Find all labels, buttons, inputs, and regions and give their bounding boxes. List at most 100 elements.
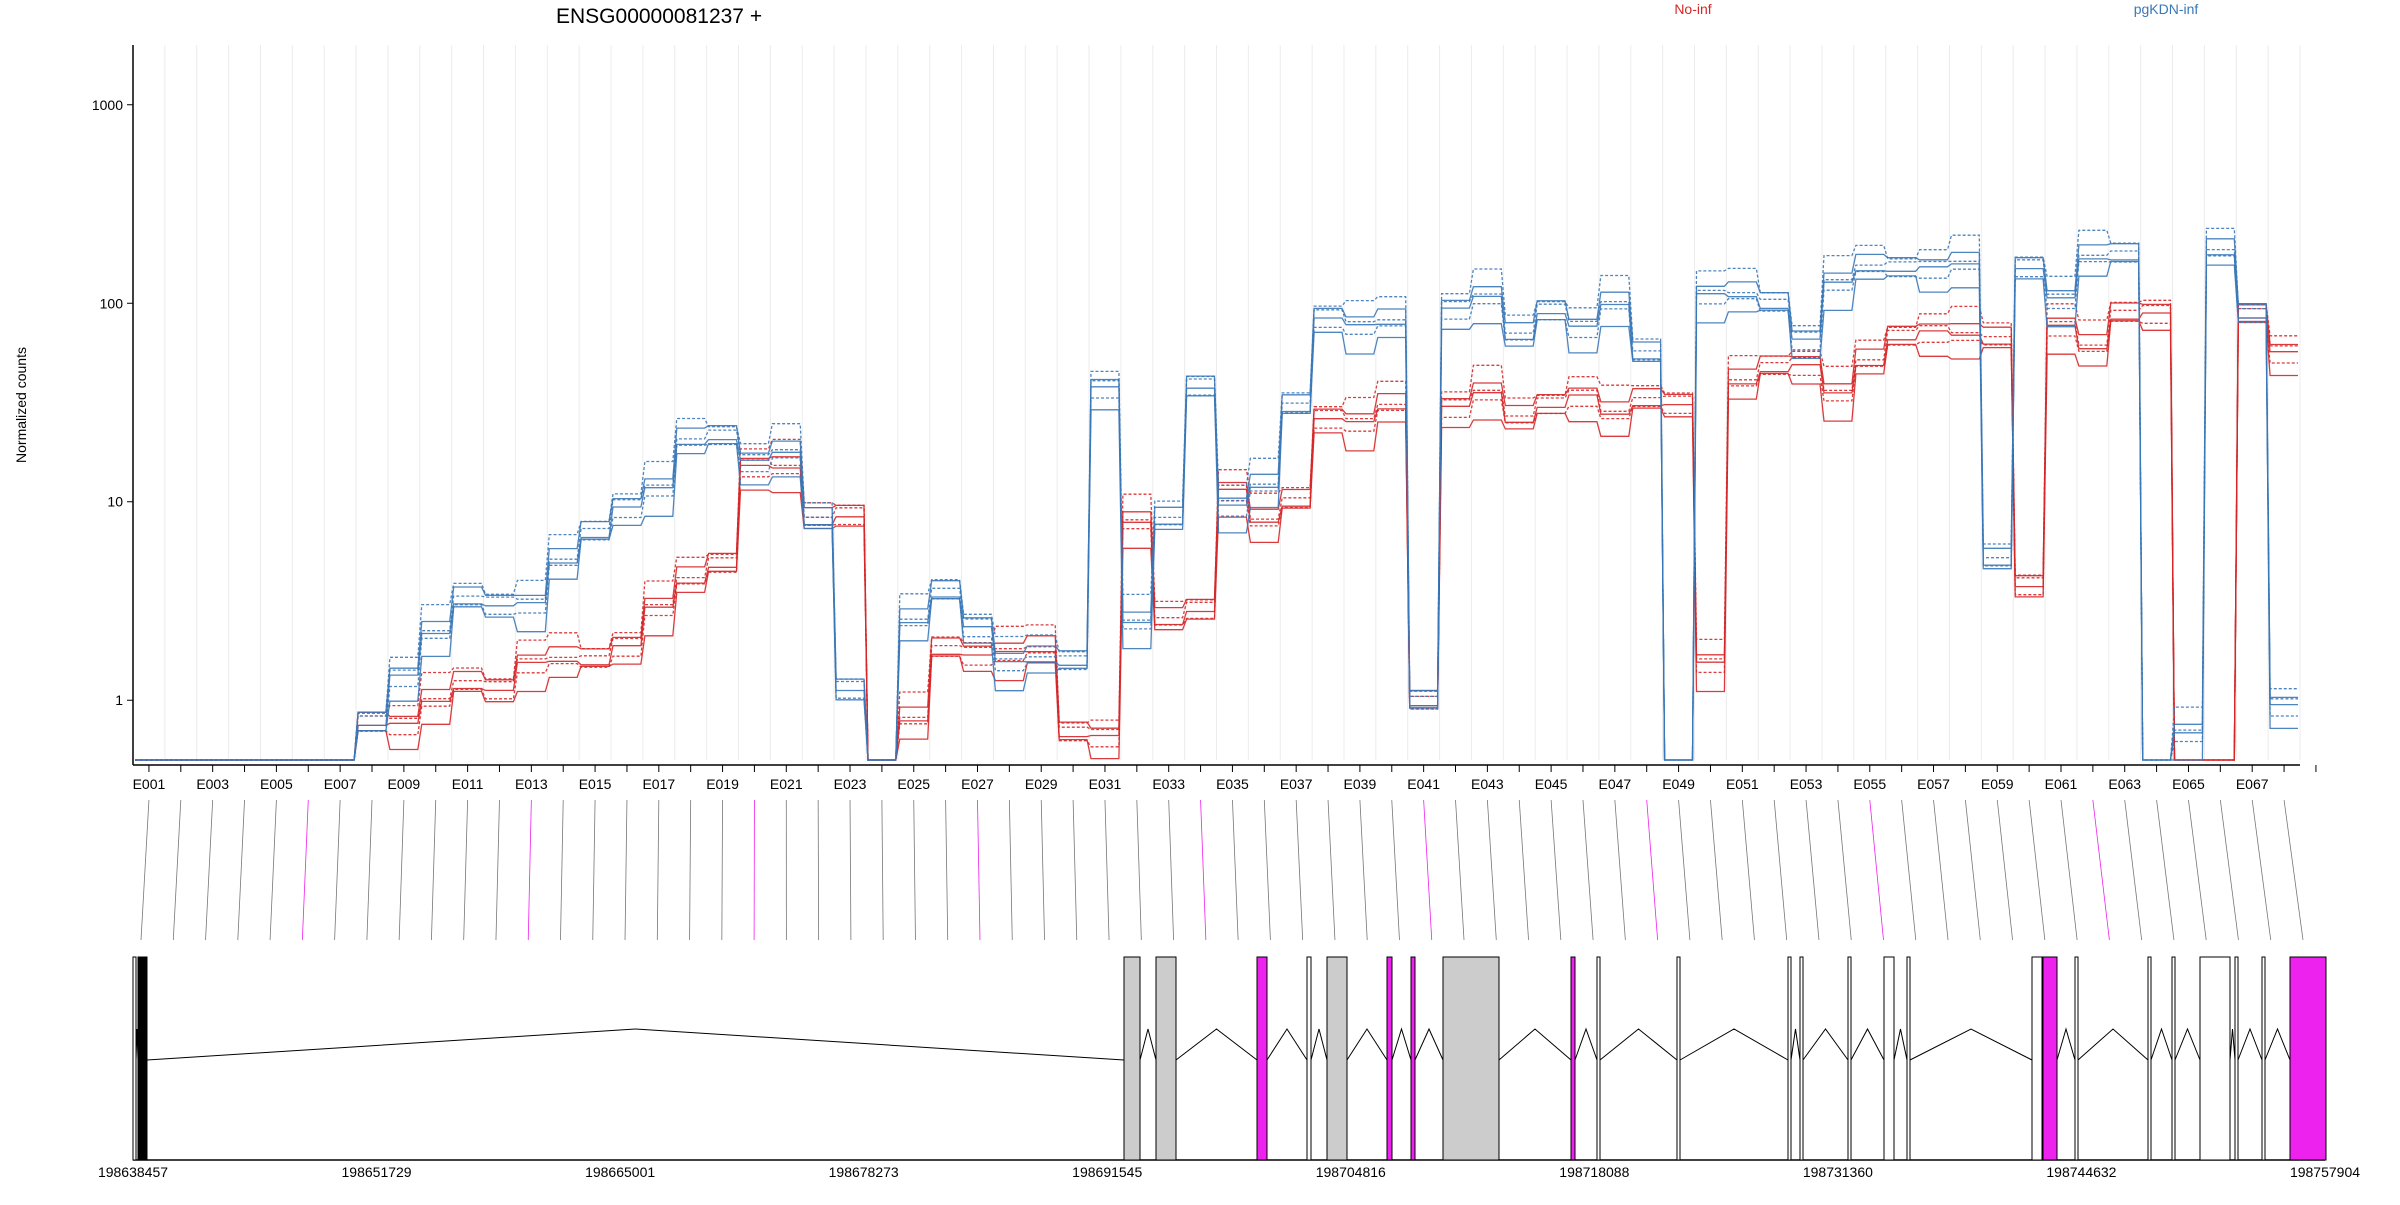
exon-connector: [1774, 800, 1787, 940]
exon-box: [1156, 957, 1176, 1160]
exon-connector: [882, 800, 883, 940]
genome-coord-label: 198651729: [342, 1164, 412, 1180]
exon-connector: [1870, 800, 1884, 940]
y-tick-label: 1000: [92, 97, 123, 113]
exon-box: [1327, 957, 1347, 1160]
x-tick-label: E013: [515, 776, 548, 792]
x-tick-label: E053: [1790, 776, 1823, 792]
y-tick-label: 10: [107, 494, 123, 510]
x-tick-label: E037: [1280, 776, 1313, 792]
exon-connector: [1169, 800, 1174, 940]
gene-structure-track: [133, 957, 2326, 1160]
x-tick-label: E007: [324, 776, 357, 792]
y-axis-label: Normalized counts: [13, 347, 29, 463]
x-tick-label: E001: [133, 776, 166, 792]
exon-connector: [2093, 800, 2110, 940]
exon-box: [1124, 957, 1140, 1160]
exon-connector: [496, 800, 500, 940]
grid-lines: [133, 45, 2300, 760]
exon-connector: [1073, 800, 1077, 940]
exon-connector: [1838, 800, 1851, 940]
x-tick-label: E059: [1981, 776, 2014, 792]
x-tick-label: E019: [706, 776, 739, 792]
exon-box: [1788, 957, 1791, 1160]
exon-connector: [914, 800, 916, 940]
exon-box: [1411, 957, 1415, 1160]
exon-connector: [1806, 800, 1819, 940]
x-tick-label: E021: [770, 776, 803, 792]
x-tick-label: E041: [1407, 776, 1440, 792]
exon-connector: [2252, 800, 2271, 940]
genome-coord-label: 198665001: [585, 1164, 655, 1180]
exon-box: [2262, 957, 2265, 1160]
exon-connector: [1583, 800, 1593, 940]
exon-box: [1907, 957, 1910, 1160]
exon-connector: [270, 800, 276, 940]
exon-box: [1677, 957, 1680, 1160]
exon-connector: [1679, 800, 1690, 940]
exon-connector: [2188, 800, 2206, 940]
x-tick-label: E033: [1152, 776, 1185, 792]
x-tick-label: E039: [1344, 776, 1377, 792]
exon-connector: [367, 800, 372, 940]
genome-coord-label: 198731360: [1803, 1164, 1873, 1180]
exon-box: [1848, 957, 1851, 1160]
exon-connector: [2284, 800, 2303, 940]
exon-connector: [722, 800, 723, 940]
exon-connector: [1487, 800, 1496, 940]
x-tick-label: E027: [961, 776, 994, 792]
exon-connector: [977, 800, 979, 940]
exon-connector: [2061, 800, 2077, 940]
genome-coord-label: 198638457: [98, 1164, 168, 1180]
exon-box: [2148, 957, 2151, 1160]
x-tick-label: E023: [834, 776, 867, 792]
y-tick-label: 1: [115, 692, 123, 708]
exon-connector: [1742, 800, 1754, 940]
exon-box: [1387, 957, 1392, 1160]
exon-box: [2290, 957, 2326, 1160]
exon-box: [2032, 957, 2042, 1160]
exon-box: [2172, 957, 2175, 1160]
exon-connector: [1201, 800, 1206, 940]
intron-lines: [136, 1029, 2290, 1060]
exon-connector: [238, 800, 245, 940]
exon-connector: [1456, 800, 1465, 940]
x-tick-label: E057: [1917, 776, 1950, 792]
exon-connector: [1551, 800, 1561, 940]
exon-box: [1443, 957, 1499, 1160]
exon-connector: [1296, 800, 1303, 940]
exon-connector-lines: [141, 800, 2303, 940]
exon-connector: [1615, 800, 1626, 940]
exon-connector: [1424, 800, 1432, 940]
x-tick-label: E009: [388, 776, 421, 792]
exon-box: [2075, 957, 2078, 1160]
exon-connector: [464, 800, 468, 940]
x-tick-label: E005: [260, 776, 293, 792]
exon-connector: [302, 800, 308, 940]
x-tick-label: E047: [1598, 776, 1631, 792]
x-tick-label: E063: [2108, 776, 2141, 792]
exon-connector: [946, 800, 948, 940]
exon-connector: [431, 800, 435, 940]
x-tick-label: E025: [897, 776, 930, 792]
exon-connector: [2157, 800, 2174, 940]
exon-connector: [1392, 800, 1400, 940]
exon-connector: [2029, 800, 2045, 940]
exon-box: [1884, 957, 1894, 1160]
exon-connector: [1360, 800, 1367, 940]
x-tick-label: E035: [1216, 776, 1249, 792]
exon-connector: [1519, 800, 1528, 940]
genome-coord-label: 198704816: [1316, 1164, 1386, 1180]
exon-connector: [593, 800, 595, 940]
exon-box: [2200, 957, 2230, 1160]
exon-connector: [1264, 800, 1270, 940]
x-tick-label: E043: [1471, 776, 1504, 792]
exon-connector: [1997, 800, 2012, 940]
exon-connector: [206, 800, 213, 940]
x-tick-label: E049: [1662, 776, 1695, 792]
exon-connector: [657, 800, 659, 940]
genome-coord-label: 198691545: [1072, 1164, 1142, 1180]
x-tick-label: E067: [2236, 776, 2269, 792]
